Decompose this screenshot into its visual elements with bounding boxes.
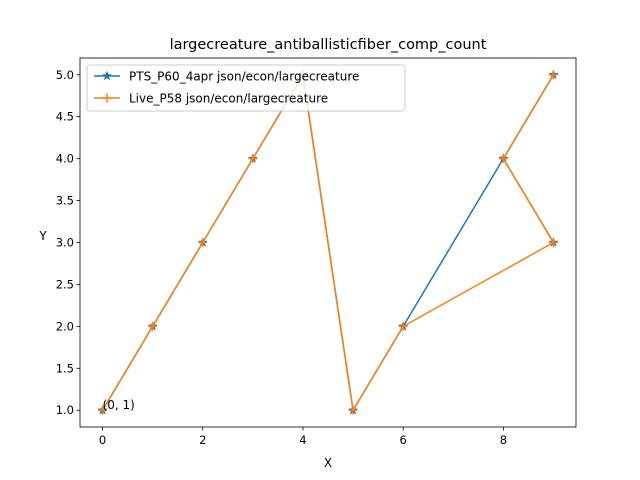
- series-2-point: [398, 321, 408, 331]
- legend-label-1: PTS_P60_4apr json/econ/largecreature: [129, 70, 359, 84]
- legend-box: [86, 64, 406, 112]
- y-tick-label: 1.5: [56, 361, 74, 375]
- point-annotation: (0, 1): [103, 398, 135, 412]
- x-tick-label: 2: [199, 433, 206, 447]
- y-tick-label: 3.0: [56, 236, 74, 250]
- series-2-point: [348, 405, 358, 415]
- series-2-point: [198, 238, 208, 247]
- chart-title: largecreature_antiballisticfiber_comp_co…: [170, 37, 487, 53]
- y-tick-label: 5.0: [56, 68, 74, 82]
- y-tick-label: 4.5: [56, 110, 74, 124]
- x-tick-label: 8: [500, 433, 507, 447]
- y-tick-label: 4.0: [56, 152, 74, 166]
- x-tick-label: 6: [399, 433, 406, 447]
- legend-marker-2: [102, 93, 112, 103]
- series-2-point: [548, 70, 558, 80]
- y-axis-label: Y: [38, 229, 47, 243]
- series-2-point: [98, 405, 108, 415]
- series-2-point: [148, 321, 158, 331]
- axes-frame: [79, 57, 577, 428]
- series-2-point: [498, 154, 508, 164]
- series-2-point: [548, 238, 558, 247]
- plot-area: 0 2 4 6 8 1.0 1.5 2.0 2.5 3.0 3.5 4.0 4.5 5.0 (0, 1): [56, 57, 577, 447]
- y-tick-label: 3.5: [56, 194, 74, 208]
- y-tick-label: 1.0: [56, 403, 74, 417]
- x-tick-label: 0: [99, 433, 106, 447]
- series-line-2: [101, 74, 555, 411]
- x-axis-label: X: [324, 456, 332, 470]
- legend-label-2: Live_P58 json/econ/largecreature: [129, 92, 328, 106]
- y-tick-label: 2.0: [56, 319, 74, 333]
- series-2-point: [248, 154, 258, 164]
- legend: PTS_P60_4apr json/econ/largecreature Live…: [86, 64, 406, 112]
- y-tick-label: 2.5: [56, 277, 74, 291]
- x-tick-label: 4: [299, 433, 306, 447]
- legend-marker-1: [101, 70, 113, 81]
